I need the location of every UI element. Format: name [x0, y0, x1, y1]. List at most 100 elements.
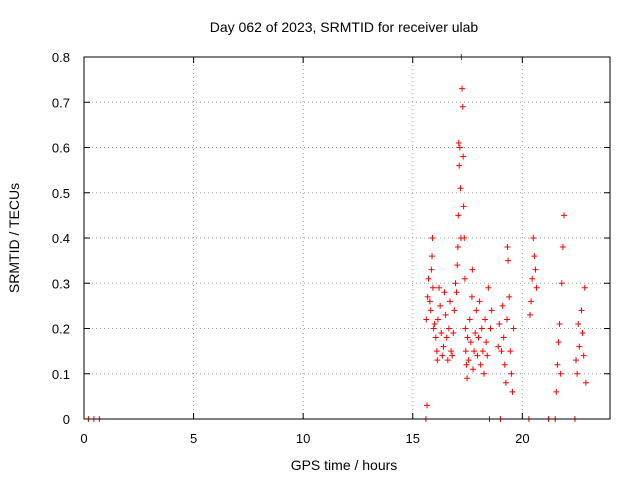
data-point: [581, 284, 588, 291]
data-point: [475, 334, 482, 341]
data-point: [431, 320, 438, 327]
data-point: [579, 330, 586, 337]
data-point: [459, 85, 466, 92]
y-tick-label: 0.8: [52, 50, 70, 65]
data-point: [453, 289, 460, 296]
data-point: [429, 235, 436, 241]
data-point: [460, 203, 467, 210]
data-point: [456, 162, 463, 169]
data-point: [443, 334, 450, 341]
data-point: [483, 339, 490, 346]
data-point: [527, 311, 534, 318]
data-point: [503, 316, 510, 323]
x-axis-label: GPS time / hours: [291, 457, 398, 473]
data-point: [560, 212, 567, 219]
data-point: [478, 325, 485, 332]
data-point: [506, 293, 513, 300]
x-tick-label: 20: [515, 431, 529, 446]
data-point: [425, 275, 432, 282]
data-point: [505, 257, 512, 264]
data-point: [465, 357, 472, 364]
data-point: [555, 339, 562, 346]
data-point: [532, 266, 539, 273]
data-point: [499, 302, 506, 309]
data-point: [436, 284, 443, 291]
y-tick-label: 0.3: [52, 276, 70, 291]
chart-title: Day 062 of 2023, SRMTID for receiver ula…: [210, 19, 479, 35]
data-point: [434, 357, 441, 364]
data-point: [445, 325, 452, 332]
data-point: [487, 325, 494, 332]
data-point: [509, 388, 516, 395]
data-point: [466, 316, 473, 323]
y-tick-label: 0.5: [52, 186, 70, 201]
data-point: [455, 139, 462, 146]
data-point: [459, 103, 466, 110]
data-point: [460, 153, 467, 160]
y-tick-label: 0.4: [52, 231, 70, 246]
data-point: [556, 320, 563, 327]
data-point: [451, 307, 458, 314]
data-point: [462, 325, 469, 332]
axis-ticks: 0 0.1 0.2 0.3 0.4 0.5 0.6 0.7 0.8 0 5 10 15 20: [52, 50, 610, 446]
data-point: [470, 366, 477, 373]
data-point: [578, 307, 585, 314]
data-point: [510, 325, 517, 332]
data-point: [476, 298, 483, 305]
data-point: [496, 320, 503, 327]
y-tick-label: 0.2: [52, 322, 70, 337]
data-point: [528, 298, 535, 305]
data-point: [559, 244, 566, 251]
data-points: [85, 54, 589, 422]
data-point: [582, 379, 589, 386]
data-point: [508, 370, 515, 377]
data-point: [580, 352, 587, 359]
data-point: [502, 379, 509, 386]
data-point: [479, 348, 486, 355]
data-point: [432, 334, 439, 341]
y-axis-label: SRMTID / TECUs: [6, 183, 22, 293]
data-point: [531, 253, 538, 260]
data-point: [438, 330, 445, 337]
data-point: [461, 275, 468, 282]
x-tick-label: 5: [190, 431, 197, 446]
y-tick-label: 0.7: [52, 95, 70, 110]
data-point: [462, 348, 469, 355]
data-point: [501, 361, 508, 368]
data-point: [558, 280, 565, 287]
data-point: [533, 284, 540, 291]
data-point: [455, 212, 462, 219]
data-point: [575, 320, 582, 327]
data-point: [477, 361, 484, 368]
x-tick-label: 0: [80, 431, 87, 446]
data-point: [439, 352, 446, 359]
data-point: [449, 352, 456, 359]
data-point: [448, 348, 455, 355]
data-point: [507, 348, 514, 355]
data-point: [434, 316, 441, 323]
data-point: [484, 352, 491, 359]
data-point: [441, 289, 448, 296]
data-point: [442, 311, 449, 318]
data-point: [480, 370, 487, 377]
data-point: [474, 352, 481, 359]
data-point: [430, 325, 437, 332]
y-tick-label: 0.1: [52, 367, 70, 382]
data-point: [429, 284, 436, 291]
data-point: [429, 253, 436, 260]
data-point: [467, 339, 474, 346]
x-tick-label: 15: [406, 431, 420, 446]
data-point: [423, 316, 430, 323]
data-point: [472, 330, 479, 337]
data-point: [461, 235, 468, 241]
plot-frame: [83, 56, 611, 420]
data-point: [554, 361, 561, 368]
data-point: [433, 348, 440, 355]
data-point: [426, 298, 433, 305]
data-point: [454, 262, 461, 269]
y-tick-label: 0.6: [52, 141, 70, 156]
data-point: [464, 375, 471, 382]
data-point: [576, 343, 583, 350]
data-point: [444, 357, 451, 364]
